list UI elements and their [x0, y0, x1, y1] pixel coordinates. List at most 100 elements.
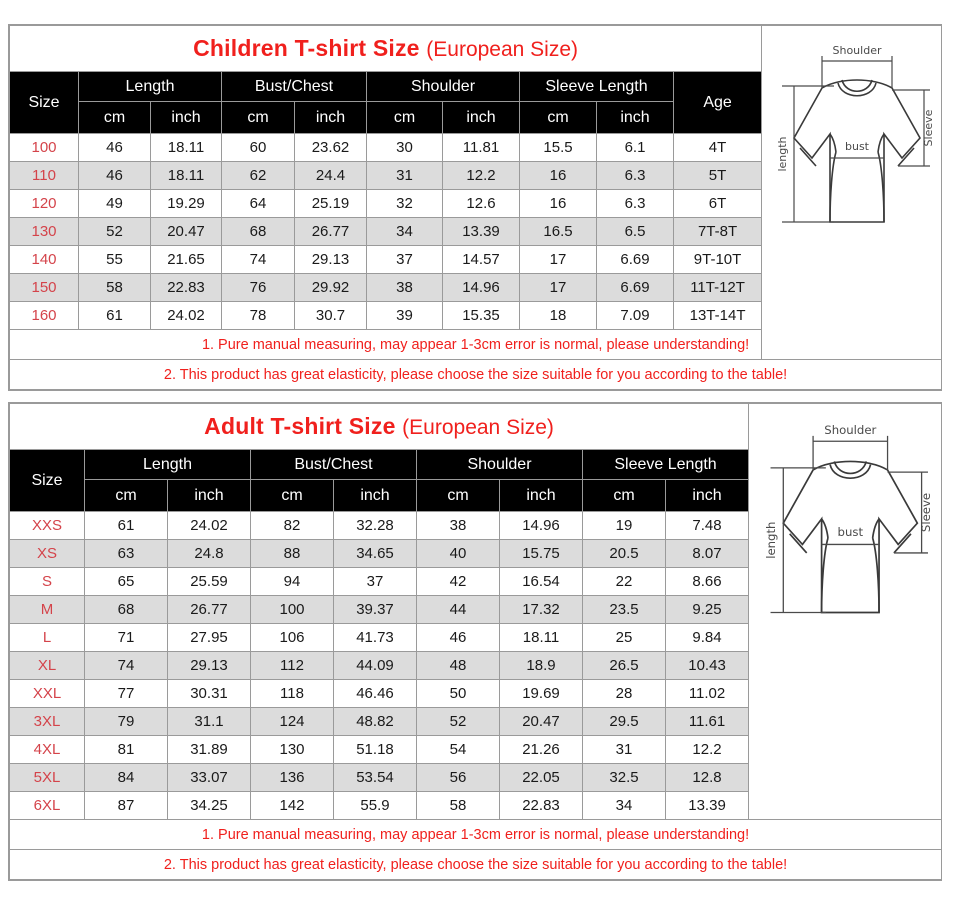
cell-sleeve-inch: 6.5: [596, 217, 674, 246]
cell-bust-cm: 136: [250, 763, 334, 792]
cell-length-inch: 25.59: [167, 567, 251, 596]
table-row: 150 58 22.83 76 29.92 38 14.96 17 6.69 11T-12T: [9, 273, 942, 302]
cell-shoulder-inch: 15.75: [499, 539, 583, 568]
cell-shoulder-inch: 18.9: [499, 651, 583, 680]
cell-shoulder-cm: 39: [366, 301, 443, 330]
cell-size: XL: [9, 651, 85, 680]
cell-length-cm: 46: [78, 133, 151, 162]
cell-shoulder-cm: 37: [366, 245, 443, 274]
cell-sleeve-inch: 6.69: [596, 273, 674, 302]
adult-note-1: 1. Pure manual measuring, may appear 1-3…: [8, 819, 943, 850]
cell-shoulder-inch: 11.81: [442, 133, 520, 162]
diagram-length-label: length: [776, 136, 789, 171]
children-col-shoulder: Shoulder: [366, 71, 520, 102]
cell-bust-cm: 64: [221, 189, 295, 218]
cell-bust-inch: 51.18: [333, 735, 417, 764]
cell-shoulder-cm: 48: [416, 651, 500, 680]
adult-note-2: 2. This product has great elasticity, pl…: [8, 849, 943, 880]
cell-sleeve-cm: 17: [519, 273, 597, 302]
cell-bust-inch: 55.9: [333, 791, 417, 820]
diagram-shoulder-label: Shoulder: [824, 423, 876, 437]
cell-sleeve-inch: 6.1: [596, 133, 674, 162]
adult-note-row-1: 1. Pure manual measuring, may appear 1-3…: [8, 819, 943, 850]
cell-sleeve-cm: 29.5: [582, 707, 666, 736]
adult-col-length: Length: [84, 449, 251, 480]
cell-length-cm: 61: [84, 511, 168, 540]
children-col-length: Length: [78, 71, 222, 102]
cell-sleeve-inch: 9.84: [664, 623, 750, 652]
children-table: Children T-shirt Size (European Size): [8, 25, 943, 390]
cell-length-inch: 20.47: [150, 217, 222, 246]
cell-size: 3XL: [9, 707, 85, 736]
cell-bust-cm: 78: [221, 301, 295, 330]
cell-length-cm: 52: [78, 217, 151, 246]
cell-shoulder-cm: 34: [366, 217, 443, 246]
cell-shoulder-inch: 12.2: [442, 161, 520, 190]
cell-shoulder-cm: 42: [416, 567, 500, 596]
cell-length-cm: 68: [84, 595, 168, 624]
adult-col-sleeve: Sleeve Length: [581, 449, 750, 480]
cell-age: 9T-10T: [672, 245, 763, 274]
adult-note-row-2: 2. This product has great elasticity, pl…: [8, 849, 943, 880]
cell-length-inch: 30.31: [167, 679, 251, 708]
cell-sleeve-inch: 8.07: [664, 539, 750, 568]
adult-col-size: Size: [9, 449, 85, 512]
adult-diagram-wrap: Shoulder length bust Sleeve: [749, 404, 941, 654]
cell-length-inch: 31.1: [167, 707, 251, 736]
cell-sleeve-cm: 18: [519, 301, 597, 330]
cell-bust-inch: 41.73: [333, 623, 417, 652]
cell-shoulder-inch: 22.83: [499, 791, 583, 820]
adult-unit-bust-cm: cm: [250, 479, 334, 512]
cell-length-inch: 31.89: [167, 735, 251, 764]
children-unit-sleeve-inch: inch: [596, 101, 674, 134]
cell-bust-cm: 74: [221, 245, 295, 274]
cell-length-inch: 26.77: [167, 595, 251, 624]
children-unit-bust-inch: inch: [294, 101, 367, 134]
cell-sleeve-inch: 7.09: [596, 301, 674, 330]
cell-sleeve-cm: 22: [582, 567, 666, 596]
children-header-group-row: Size Length Bust/Chest Shoulder Sleeve L…: [9, 71, 942, 134]
cell-length-inch: 18.11: [150, 133, 222, 162]
adult-table: Adult T-shirt Size (European Size): [8, 403, 943, 880]
children-title-sub: (European Size): [426, 38, 579, 61]
table-row: 3XL 79 31.1 124 48.82 52 20.47 29.5 11.61: [9, 707, 942, 736]
cell-sleeve-cm: 25: [582, 623, 666, 652]
cell-bust-inch: 37: [333, 567, 417, 596]
adult-title: Adult T-shirt Size (European Size): [8, 403, 750, 450]
cell-length-cm: 63: [84, 539, 168, 568]
cell-bust-cm: 76: [221, 273, 295, 302]
cell-size: XS: [9, 539, 85, 568]
diagram-shoulder-label: Shoulder: [832, 44, 881, 57]
children-note-row-2: 2. This product has great elasticity, pl…: [8, 359, 943, 390]
adult-title-row: Adult T-shirt Size (European Size): [8, 403, 943, 820]
cell-bust-cm: 112: [250, 651, 334, 680]
cell-bust-inch: 53.54: [333, 763, 417, 792]
cell-length-inch: 24.8: [167, 539, 251, 568]
cell-size: 130: [9, 217, 79, 246]
children-size-chart: Children T-shirt Size (European Size): [8, 24, 943, 391]
adult-header-unit-row: cm inch cm inch cm inch cm inch: [10, 479, 942, 512]
cell-sleeve-inch: 8.66: [664, 567, 750, 596]
cell-shoulder-cm: 50: [416, 679, 500, 708]
cell-shoulder-cm: 56: [416, 763, 500, 792]
cell-size: 4XL: [9, 735, 85, 764]
cell-age: 11T-12T: [672, 273, 763, 302]
adult-col-bust: Bust/Chest: [250, 449, 417, 480]
cell-sleeve-inch: 11.02: [664, 679, 750, 708]
cell-size: S: [9, 567, 85, 596]
children-unit-length-cm: cm: [78, 101, 151, 134]
cell-shoulder-cm: 32: [366, 189, 443, 218]
cell-size: 150: [9, 273, 79, 302]
adult-unit-bust-inch: inch: [333, 479, 417, 512]
cell-bust-cm: 124: [250, 707, 334, 736]
cell-shoulder-cm: 40: [416, 539, 500, 568]
cell-shoulder-cm: 38: [416, 511, 500, 540]
cell-length-cm: 87: [84, 791, 168, 820]
cell-length-cm: 65: [84, 567, 168, 596]
cell-sleeve-cm: 16.5: [519, 217, 597, 246]
cell-sleeve-cm: 31: [582, 735, 666, 764]
cell-bust-inch: 29.13: [294, 245, 367, 274]
cell-shoulder-cm: 31: [366, 161, 443, 190]
cell-sleeve-cm: 32.5: [582, 763, 666, 792]
